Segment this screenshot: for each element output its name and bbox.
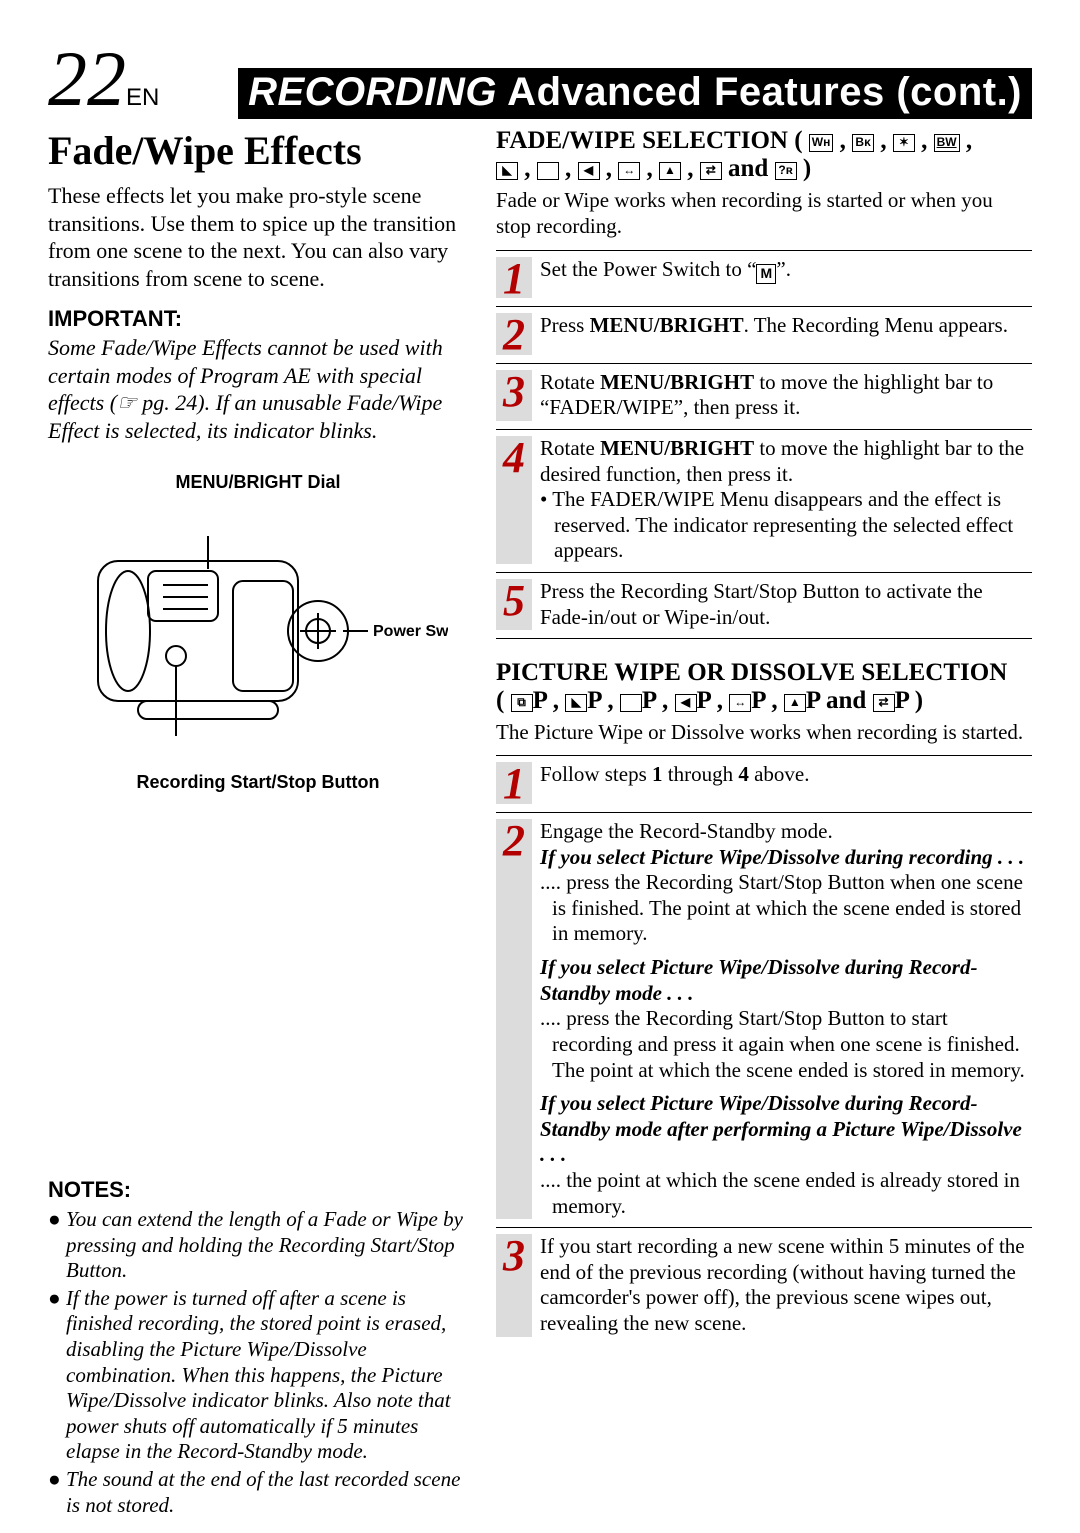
step-num: 1 [503,762,525,804]
step: 5 Press the Recording Start/Stop Button … [496,572,1032,639]
step-body: Follow steps 1 through 4 above. [540,762,1032,788]
note-item: You can extend the length of a Fade or W… [48,1207,468,1284]
step-num: 2 [503,313,525,355]
left-title: Fade/Wipe Effects [48,127,468,174]
step-num: 3 [503,1234,525,1276]
step-num: 5 [503,579,525,621]
step-num-bg: 1 [496,762,532,804]
mode-icon [537,162,559,180]
step2-intro: Engage the Record-Standby mode. [540,819,833,843]
picture-wipe-title: PICTURE WIPE OR DISSOLVE SELECTION [496,659,1007,686]
step: 3 If you start recording a new scene wit… [496,1227,1032,1344]
step2-sub-a-h: If you select Picture Wipe/Dissolve duri… [540,845,1032,871]
picture-wipe-intro: The Picture Wipe or Dissolve works when … [496,719,1032,745]
step-num-bg: 3 [496,1234,532,1336]
mode-icon: ⧉ [511,694,533,712]
step-body: Rotate MENU/BRIGHT to move the highlight… [540,370,1032,421]
step-body: Press MENU/BRIGHT. The Recording Menu ap… [540,313,1032,339]
banner-rest: Advanced Features (cont.) [497,70,1022,114]
mode-icon: ◣ [565,694,587,712]
step2-sub-b-h: If you select Picture Wipe/Dissolve duri… [540,955,1032,1006]
section-banner: RECORDING Advanced Features (cont.) [238,68,1032,119]
step-num: 2 [503,819,525,861]
mode-icon: ▲ [784,694,806,712]
step-body: If you start recording a new scene withi… [540,1234,1032,1336]
mode-icon [620,694,642,712]
step-num-bg: 1 [496,257,532,299]
step-body: Rotate MENU/BRIGHT to move the highlight… [540,436,1032,564]
m-icon: M [756,264,776,284]
step2-sub-a: .... press the Recording Start/Stop Butt… [552,870,1032,947]
mode-icon: Wʜ [809,134,834,152]
fade-wipe-intro: Fade or Wipe works when recording is sta… [496,187,1032,240]
step: 4 Rotate MENU/BRIGHT to move the highlig… [496,429,1032,564]
step-num-bg: 2 [496,819,532,1219]
step-num: 3 [503,370,525,412]
step-body: Press the Recording Start/Stop Button to… [540,579,1032,630]
dial-label: MENU/BRIGHT Dial [48,472,468,493]
page-header: 22EN RECORDING Advanced Features (cont.) [48,40,1032,119]
step-num: 1 [503,257,525,299]
mode-icon: Bᴋ [852,134,874,152]
mode-icon: ◣ [496,162,518,180]
step: 1 Set the Power Switch to “M”. [496,250,1032,299]
step2-sub-c: .... the point at which the scene ended … [552,1168,1032,1219]
fade-wipe-heading: FADE/WIPE SELECTION ( Wʜ , Bᴋ , ✶ , BW ,… [496,127,1032,183]
rec-button-label: Recording Start/Stop Button [48,772,468,793]
mode-icon: ?ʀ [775,162,797,180]
step: 2 Engage the Record-Standby mode. If you… [496,812,1032,1219]
svg-text:Power Switch: Power Switch [373,623,448,640]
step-num-bg: 5 [496,579,532,630]
step2-sub-b: .... press the Recording Start/Stop Butt… [552,1006,1032,1083]
notes-list: You can extend the length of a Fade or W… [48,1207,468,1518]
mode-icon: BW [934,134,960,152]
camcorder-diagram: MENU/BRIGHT Dial [48,472,468,793]
step: 1 Follow steps 1 through 4 above. [496,755,1032,804]
note-item: If the power is turned off after a scene… [48,1286,468,1465]
mode-icon: ◀ [675,694,697,712]
step-num-bg: 2 [496,313,532,355]
page-number-block: 22EN [48,40,159,118]
page-number: 22 [48,35,126,122]
picture-wipe-heading: PICTURE WIPE OR DISSOLVE SELECTION ( ⧉P … [496,659,1032,715]
important-heading: IMPORTANT: [48,306,468,332]
step: 3 Rotate MENU/BRIGHT to move the highlig… [496,363,1032,421]
note-item: The sound at the end of the last recorde… [48,1467,468,1518]
banner-italic: RECORDING [248,70,497,114]
mode-icon: ↔ [618,162,640,180]
mode-icon: ⇄ [700,162,722,180]
left-intro: These effects let you make pro-style sce… [48,182,468,292]
step-body: Engage the Record-Standby mode. If you s… [540,819,1032,1219]
step2-sub-c-h: If you select Picture Wipe/Dissolve duri… [540,1091,1032,1168]
mode-icon: ⇄ [873,694,895,712]
mode-icon: ↔ [729,694,751,712]
important-body: Some Fade/Wipe Effects cannot be used wi… [48,334,468,444]
content-columns: Fade/Wipe Effects These effects let you … [48,127,1032,1520]
camcorder-svg: Power Switch [68,501,448,761]
step: 2 Press MENU/BRIGHT. The Recording Menu … [496,306,1032,355]
left-column: Fade/Wipe Effects These effects let you … [48,127,468,1520]
mode-icon: ✶ [893,134,915,152]
right-column: FADE/WIPE SELECTION ( Wʜ , Bᴋ , ✶ , BW ,… [496,127,1032,1520]
page-lang: EN [126,84,159,111]
step-body: Set the Power Switch to “M”. [540,257,1032,284]
step-num-bg: 3 [496,370,532,421]
step-num-bg: 4 [496,436,532,564]
step-num: 4 [503,436,525,478]
mode-icon: ▲ [659,162,681,180]
mode-icon: ◀ [578,162,600,180]
notes-heading: NOTES: [48,1177,468,1203]
